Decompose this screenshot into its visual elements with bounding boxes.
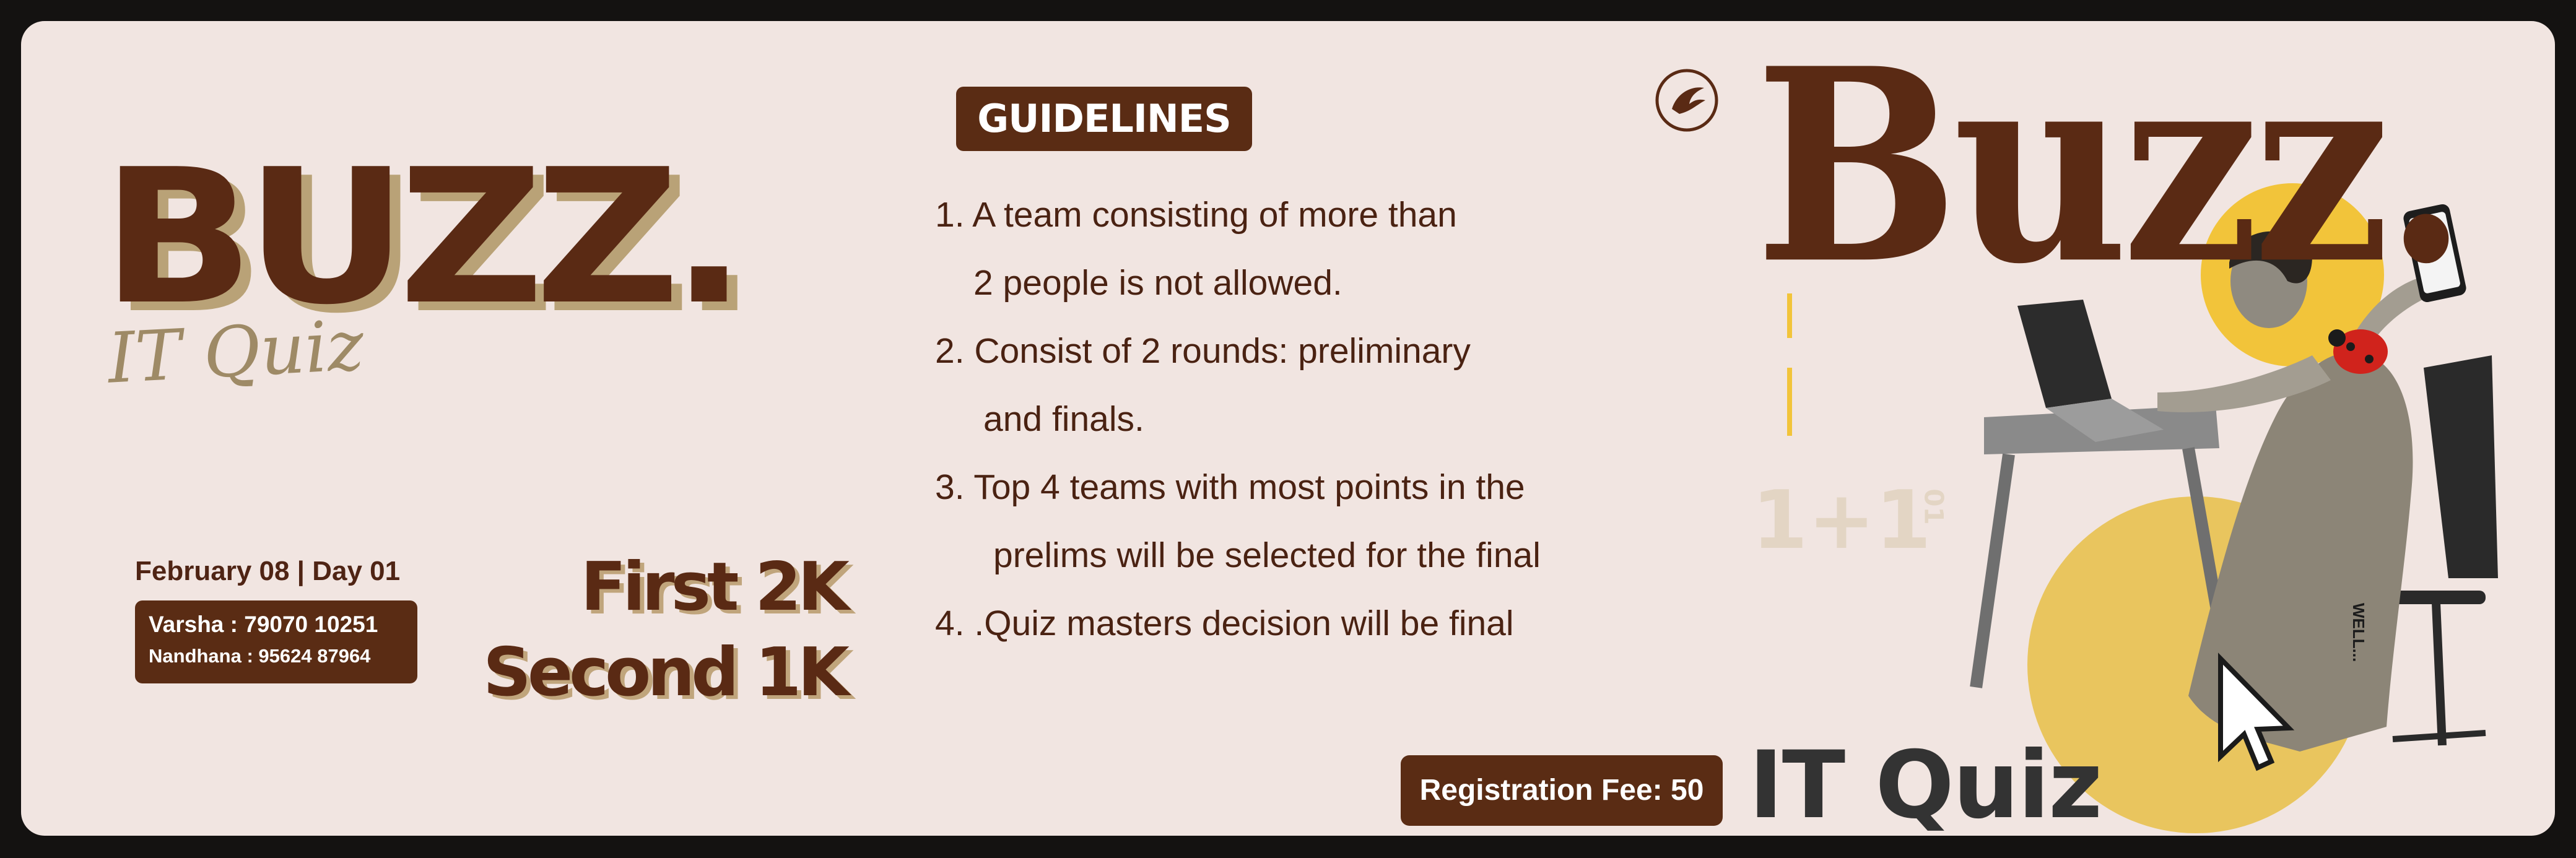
mouse-pointer-icon xyxy=(2218,652,2295,771)
buzz-title-right: Buzz. xyxy=(1755,21,2468,323)
chair-base xyxy=(2392,730,2486,742)
buzz-title-left: BUZZ. xyxy=(102,129,747,345)
figure-arm xyxy=(2157,355,2331,412)
contact-varsha: Varsha : 79070 10251 xyxy=(149,612,378,637)
laptop-screen xyxy=(2017,300,2112,408)
laptop-base xyxy=(2046,399,2164,442)
contact-box: Varsha : 79070 10251 Nandhana : 95624 87… xyxy=(135,600,417,683)
first-prize: First 2K xyxy=(580,548,850,626)
chair-back xyxy=(2424,355,2498,578)
chair-seat xyxy=(2380,591,2486,604)
gold-accent-bar xyxy=(1787,293,1792,338)
guideline-line: 2. Consist of 2 rounds: preliminary xyxy=(935,331,1471,371)
guidelines-heading: GUIDELINES xyxy=(956,87,1252,151)
chair-text-mark: WELL... xyxy=(2349,603,2368,662)
gold-accent-bar xyxy=(1787,368,1792,436)
bird-emblem-icon xyxy=(1655,69,1718,132)
figure-hair xyxy=(2229,231,2312,284)
it-quiz-title: IT Quiz xyxy=(1749,732,2102,836)
poster-artwork xyxy=(1787,183,2498,833)
poster-card: BUZZ. IT Quiz February 08 | Day 01 Varsh… xyxy=(21,21,2555,836)
ladybug-icon xyxy=(2328,329,2388,374)
figure-dress xyxy=(2188,352,2413,752)
guideline-line: prelims will be selected for the final xyxy=(993,535,1541,575)
smartphone-screen xyxy=(2409,212,2460,293)
faint-number-mark: 01 xyxy=(1918,488,1949,525)
guideline-line: 3. Top 4 teams with most points in the xyxy=(935,467,1525,507)
registration-fee-badge: Registration Fee: 50 xyxy=(1401,755,1723,826)
chair-post xyxy=(2432,602,2447,746)
desk-leg xyxy=(1970,453,2015,688)
second-prize: Second 1K xyxy=(483,634,850,711)
desk-leg xyxy=(2182,447,2227,633)
guideline-line: and finals. xyxy=(983,399,1144,439)
event-date: February 08 | Day 01 xyxy=(135,556,401,586)
contact-nandhana: Nandhana : 95624 87964 xyxy=(149,645,371,667)
faint-math-mark: 1+1 xyxy=(1752,473,1931,567)
it-quiz-script-subtitle: IT Quiz xyxy=(105,305,366,399)
guideline-line: 2 people is not allowed. xyxy=(973,263,1342,303)
guideline-line: 4. .Quiz masters decision will be final xyxy=(935,604,1514,643)
guideline-line: 1. A team consisting of more than xyxy=(935,195,1457,235)
